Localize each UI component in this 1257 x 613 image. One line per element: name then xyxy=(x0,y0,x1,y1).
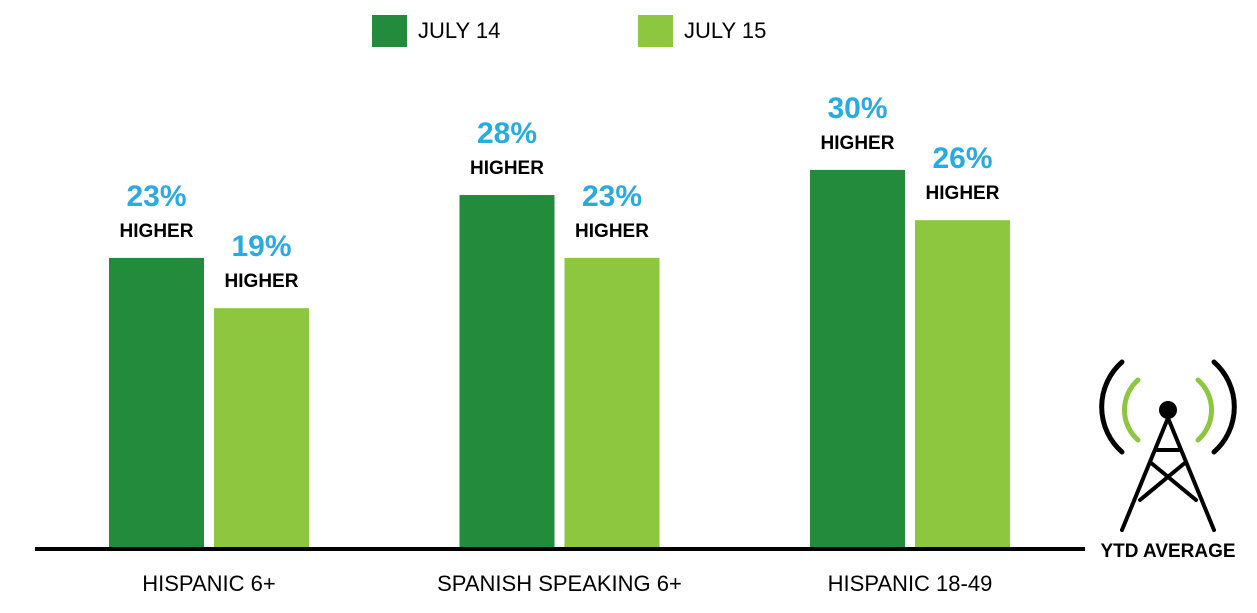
legend-label: JULY 15 xyxy=(684,18,766,43)
annotation: YTD AVERAGE xyxy=(1100,541,1235,562)
x-tick-label: SPANISH SPEAKING 6+ xyxy=(437,571,682,596)
bar xyxy=(810,169,905,547)
bar xyxy=(459,195,555,548)
data-label-note: HIGHER xyxy=(926,183,1000,204)
data-label: 23% xyxy=(582,180,642,213)
bar xyxy=(564,257,660,547)
legend-swatch xyxy=(372,15,407,47)
bar xyxy=(214,308,309,547)
data-label: 30% xyxy=(827,92,887,125)
legend-swatch xyxy=(638,15,673,47)
data-label-note: HIGHER xyxy=(225,271,299,292)
data-label: 26% xyxy=(932,142,992,175)
x-tick-label: HISPANIC 6+ xyxy=(142,571,275,596)
data-label: 28% xyxy=(477,117,537,150)
data-label-note: HIGHER xyxy=(575,221,649,242)
x-tick-label: HISPANIC 18-49 xyxy=(828,571,993,596)
legend-label: JULY 14 xyxy=(418,18,500,43)
bar xyxy=(109,257,204,547)
bar xyxy=(915,220,1010,547)
data-label-note: HIGHER xyxy=(470,158,544,179)
tower-icon xyxy=(1099,359,1237,532)
data-label-note: HIGHER xyxy=(821,133,895,154)
data-label: 19% xyxy=(231,230,291,263)
data-label: 23% xyxy=(126,180,186,213)
data-label-note: HIGHER xyxy=(120,221,194,242)
